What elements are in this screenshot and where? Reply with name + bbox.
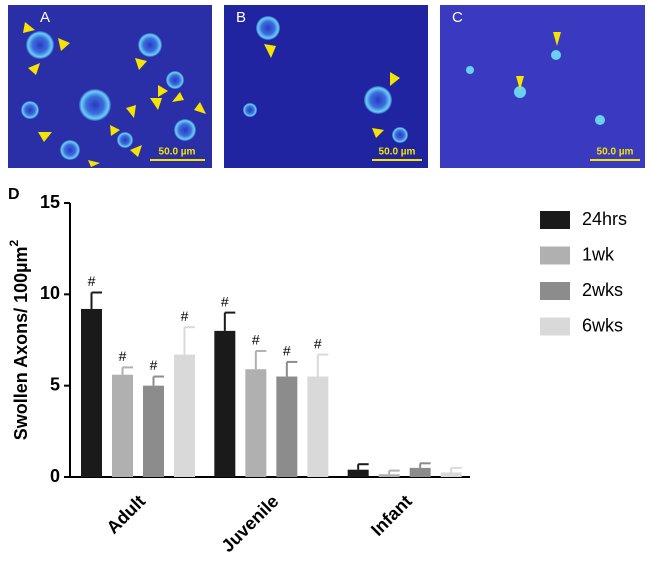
x-tick-label: Adult bbox=[103, 491, 150, 538]
y-tick-label: 5 bbox=[50, 374, 60, 394]
panel-label: A bbox=[40, 9, 50, 26]
bar bbox=[409, 467, 431, 477]
bar bbox=[347, 469, 369, 477]
significance-mark: # bbox=[150, 357, 158, 373]
bar bbox=[245, 369, 267, 477]
scale-label: 50.0 µm bbox=[159, 147, 196, 158]
micrograph-b bbox=[224, 5, 428, 168]
legend-swatch bbox=[540, 246, 570, 265]
y-axis-label-superscript: 2 bbox=[7, 239, 21, 246]
y-axis-label: Swollen Axons/ 100µm2 bbox=[7, 239, 31, 440]
bar bbox=[440, 472, 462, 477]
legend-swatch bbox=[540, 282, 570, 300]
panel-label: B bbox=[236, 9, 246, 26]
scale-label: 50.0 µm bbox=[597, 147, 634, 158]
micrograph-c bbox=[440, 5, 645, 168]
bar bbox=[81, 308, 102, 477]
significance-mark: # bbox=[314, 335, 322, 351]
y-tick-label: 15 bbox=[40, 192, 60, 212]
legend-label: 24hrs bbox=[582, 209, 627, 229]
significance-mark: # bbox=[119, 348, 127, 364]
bar bbox=[143, 385, 164, 477]
x-tick-label: Juvenile bbox=[217, 491, 282, 556]
significance-mark: # bbox=[181, 308, 189, 324]
y-tick-label: 10 bbox=[40, 283, 60, 303]
x-tick-label: Infant bbox=[367, 491, 416, 540]
bar bbox=[307, 376, 329, 477]
bar bbox=[112, 374, 133, 477]
scale-label: 50.0 µm bbox=[379, 147, 416, 158]
legend-label: 1wk bbox=[582, 244, 615, 264]
significance-mark: # bbox=[283, 343, 291, 359]
significance-mark: # bbox=[88, 273, 96, 289]
panel-label: D bbox=[8, 186, 20, 203]
micrograph-a bbox=[8, 5, 212, 168]
bar bbox=[174, 354, 195, 477]
y-tick-label: 0 bbox=[50, 466, 60, 486]
significance-mark: # bbox=[252, 332, 260, 348]
panel-label: C bbox=[452, 9, 463, 26]
legend-label: 2wks bbox=[582, 280, 623, 300]
significance-mark: # bbox=[221, 293, 229, 309]
bar bbox=[378, 474, 400, 477]
legend-label: 6wks bbox=[582, 315, 623, 335]
legend-swatch bbox=[540, 317, 570, 336]
bar bbox=[276, 376, 298, 477]
legend-swatch bbox=[540, 211, 570, 229]
bar bbox=[214, 330, 236, 477]
y-axis-label-text: Swollen Axons/ 100µm bbox=[11, 246, 31, 440]
